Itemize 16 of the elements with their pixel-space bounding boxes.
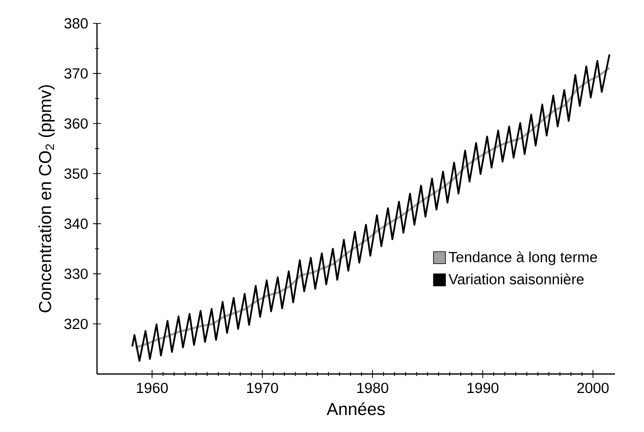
x-tick-label: 1980 [357,382,388,394]
legend-label: Tendance à long terme [448,251,598,266]
x-tick-label: 1960 [136,382,168,394]
x-tick-label: 1970 [247,382,278,394]
y-tick-label: 380 [64,18,88,29]
x-axis-title: Années [326,402,385,416]
y-tick-label: 360 [64,118,88,129]
y-tick-label: 350 [64,168,88,179]
y-tick-label: 340 [64,218,88,229]
legend-label: Variation saisonnière [448,273,584,284]
y-tick-label: 320 [64,318,88,330]
y-axis-title: Concentration en CO$_{2}$ (ppmv) [38,85,55,312]
x-tick-label: 2000 [577,382,609,394]
y-tick-label: 330 [64,268,88,279]
x-tick-label: 1990 [468,382,498,394]
y-tick-label: 370 [64,68,88,79]
